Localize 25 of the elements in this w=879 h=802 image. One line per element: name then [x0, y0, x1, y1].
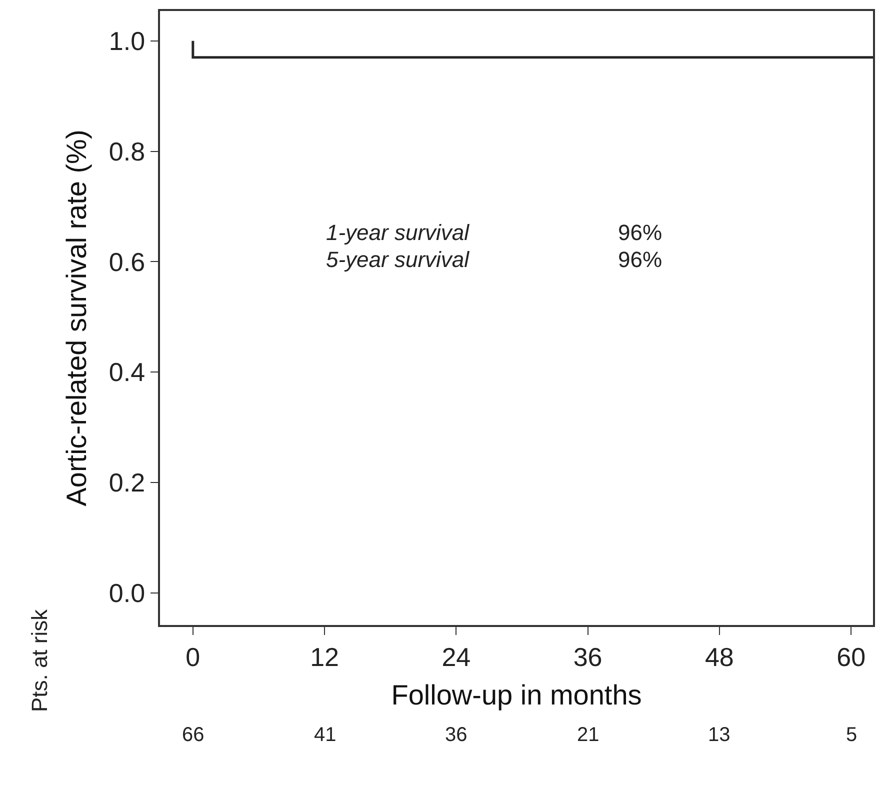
text: 66 [182, 724, 204, 746]
y-tick-label: 0.0 [108, 578, 146, 608]
annotation: 96% [618, 247, 662, 272]
text: 5 [846, 724, 858, 746]
x-tick-label: 0 [186, 642, 200, 672]
y-tick-label: 1.0 [108, 26, 146, 56]
x-tick-label: 48 [704, 642, 734, 672]
y-axis-title: Aortic-related survival rate (%) [61, 130, 92, 506]
annotation: 5-year survival [326, 247, 470, 272]
text: Pts. at risk [27, 608, 52, 712]
y-tick-label: 0.8 [108, 136, 146, 166]
y-tick-label: 0.2 [108, 468, 146, 498]
x-tick-label: 36 [573, 642, 602, 672]
annotation: 96% [618, 220, 662, 245]
text: 13 [708, 724, 730, 746]
x-tick-label: 60 [836, 642, 866, 672]
x-axis-title: Follow-up in months [391, 680, 642, 711]
text: 21 [577, 724, 600, 746]
text: 41 [314, 724, 336, 746]
y-tick-label: 0.6 [108, 246, 146, 277]
annotation: 1-year survival [326, 220, 470, 245]
x-tick-label: 12 [310, 642, 339, 672]
y-tick-label: 0.4 [108, 357, 146, 388]
text: 36 [445, 724, 468, 746]
x-tick-label: 24 [442, 642, 471, 672]
